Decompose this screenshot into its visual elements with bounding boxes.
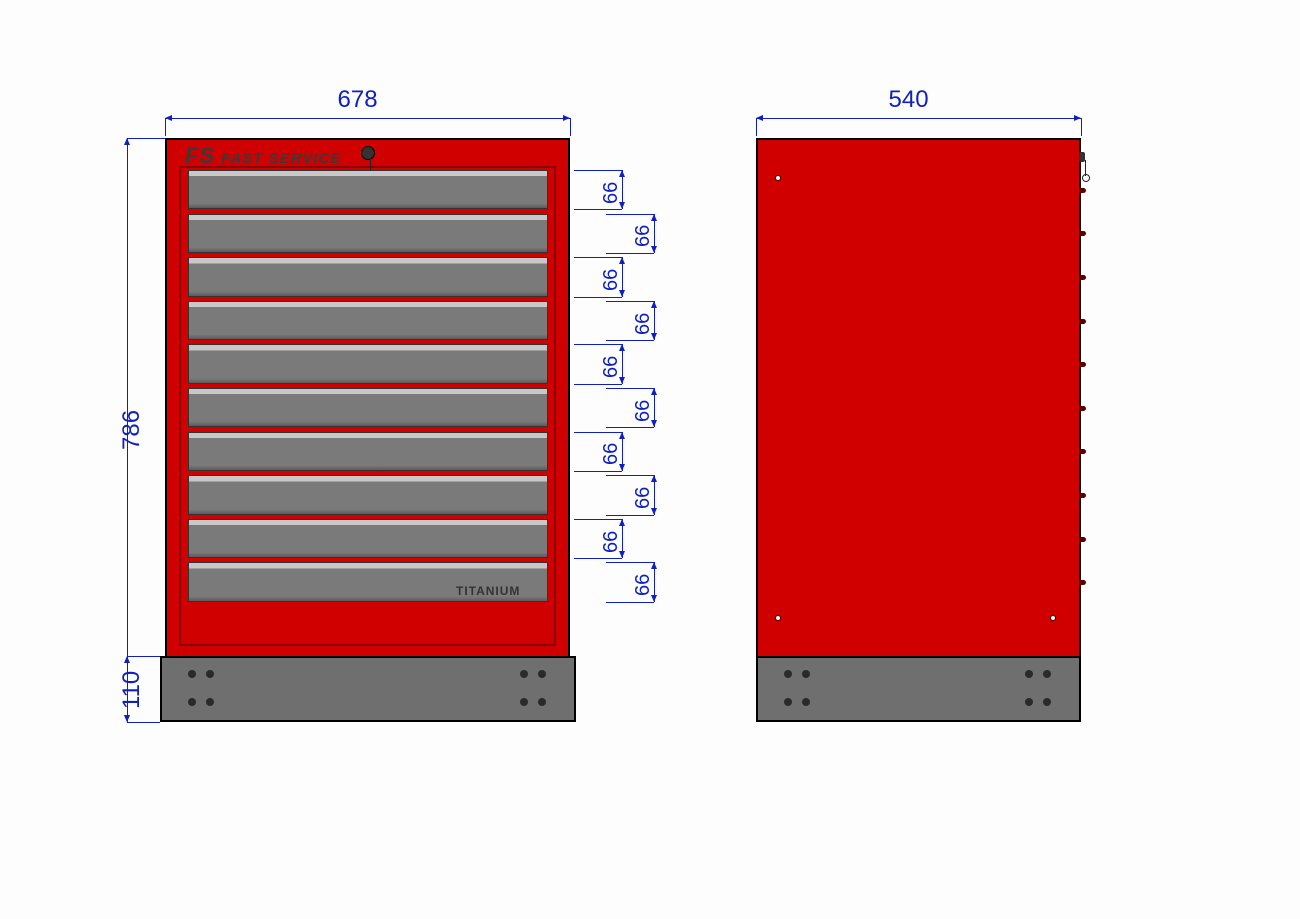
bolt-icon [1025,698,1033,706]
dim-label-drawer: 66 [600,269,623,291]
drawer [188,475,548,514]
side-cabinet [756,138,1081,658]
bolt-icon [1043,698,1051,706]
dim-arrow [756,115,763,121]
brand-logo: FS [185,143,215,168]
bolt-icon [520,670,528,678]
dim-arrow [165,115,172,121]
dim-label-drawer: 66 [600,530,623,552]
dim-label: 540 [889,86,929,114]
model-label: TITANIUM [456,584,520,598]
dim-label-drawer: 66 [632,312,655,334]
dim-line [756,118,1081,119]
dim-label: 678 [338,86,378,114]
drawer [188,432,548,471]
bolt-icon [538,670,546,678]
drawer [188,388,548,427]
dim-arrow [563,115,570,121]
brand-text: FAST SERVICE [221,150,341,167]
drawer [188,301,548,340]
side-base [756,656,1081,722]
key-side-icon [1082,174,1090,182]
bolt-icon [538,698,546,706]
brand-label: FS FAST SERVICE [185,143,341,169]
hole-icon [775,615,781,621]
bolt-icon [1043,670,1051,678]
dim-label: 786 [118,410,146,450]
drawer [188,214,548,253]
front-base [160,656,576,722]
drawer [188,170,548,209]
bolt-icon [520,698,528,706]
dim-line [165,118,570,119]
bolt-icon [206,698,214,706]
drawer [188,257,548,296]
dim-label-drawer: 66 [600,443,623,465]
bolt-icon [784,698,792,706]
bolt-icon [784,670,792,678]
dim-arrow [1074,115,1081,121]
hole-icon [775,175,781,181]
dim-label-drawer: 66 [632,225,655,247]
hole-icon [1050,615,1056,621]
dim-label-drawer: 66 [632,574,655,596]
drawer [188,519,548,558]
lock-icon [361,146,375,160]
bolt-icon [188,670,196,678]
bolt-icon [802,698,810,706]
dim-label-drawer: 66 [600,181,623,203]
dim-label-drawer: 66 [600,356,623,378]
bolt-icon [188,698,196,706]
dim-label: 110 [118,671,146,709]
dim-label-drawer: 66 [632,487,655,509]
bolt-icon [206,670,214,678]
bolt-icon [1025,670,1033,678]
dim-label-drawer: 66 [632,399,655,421]
drawer [188,344,548,383]
bolt-icon [802,670,810,678]
